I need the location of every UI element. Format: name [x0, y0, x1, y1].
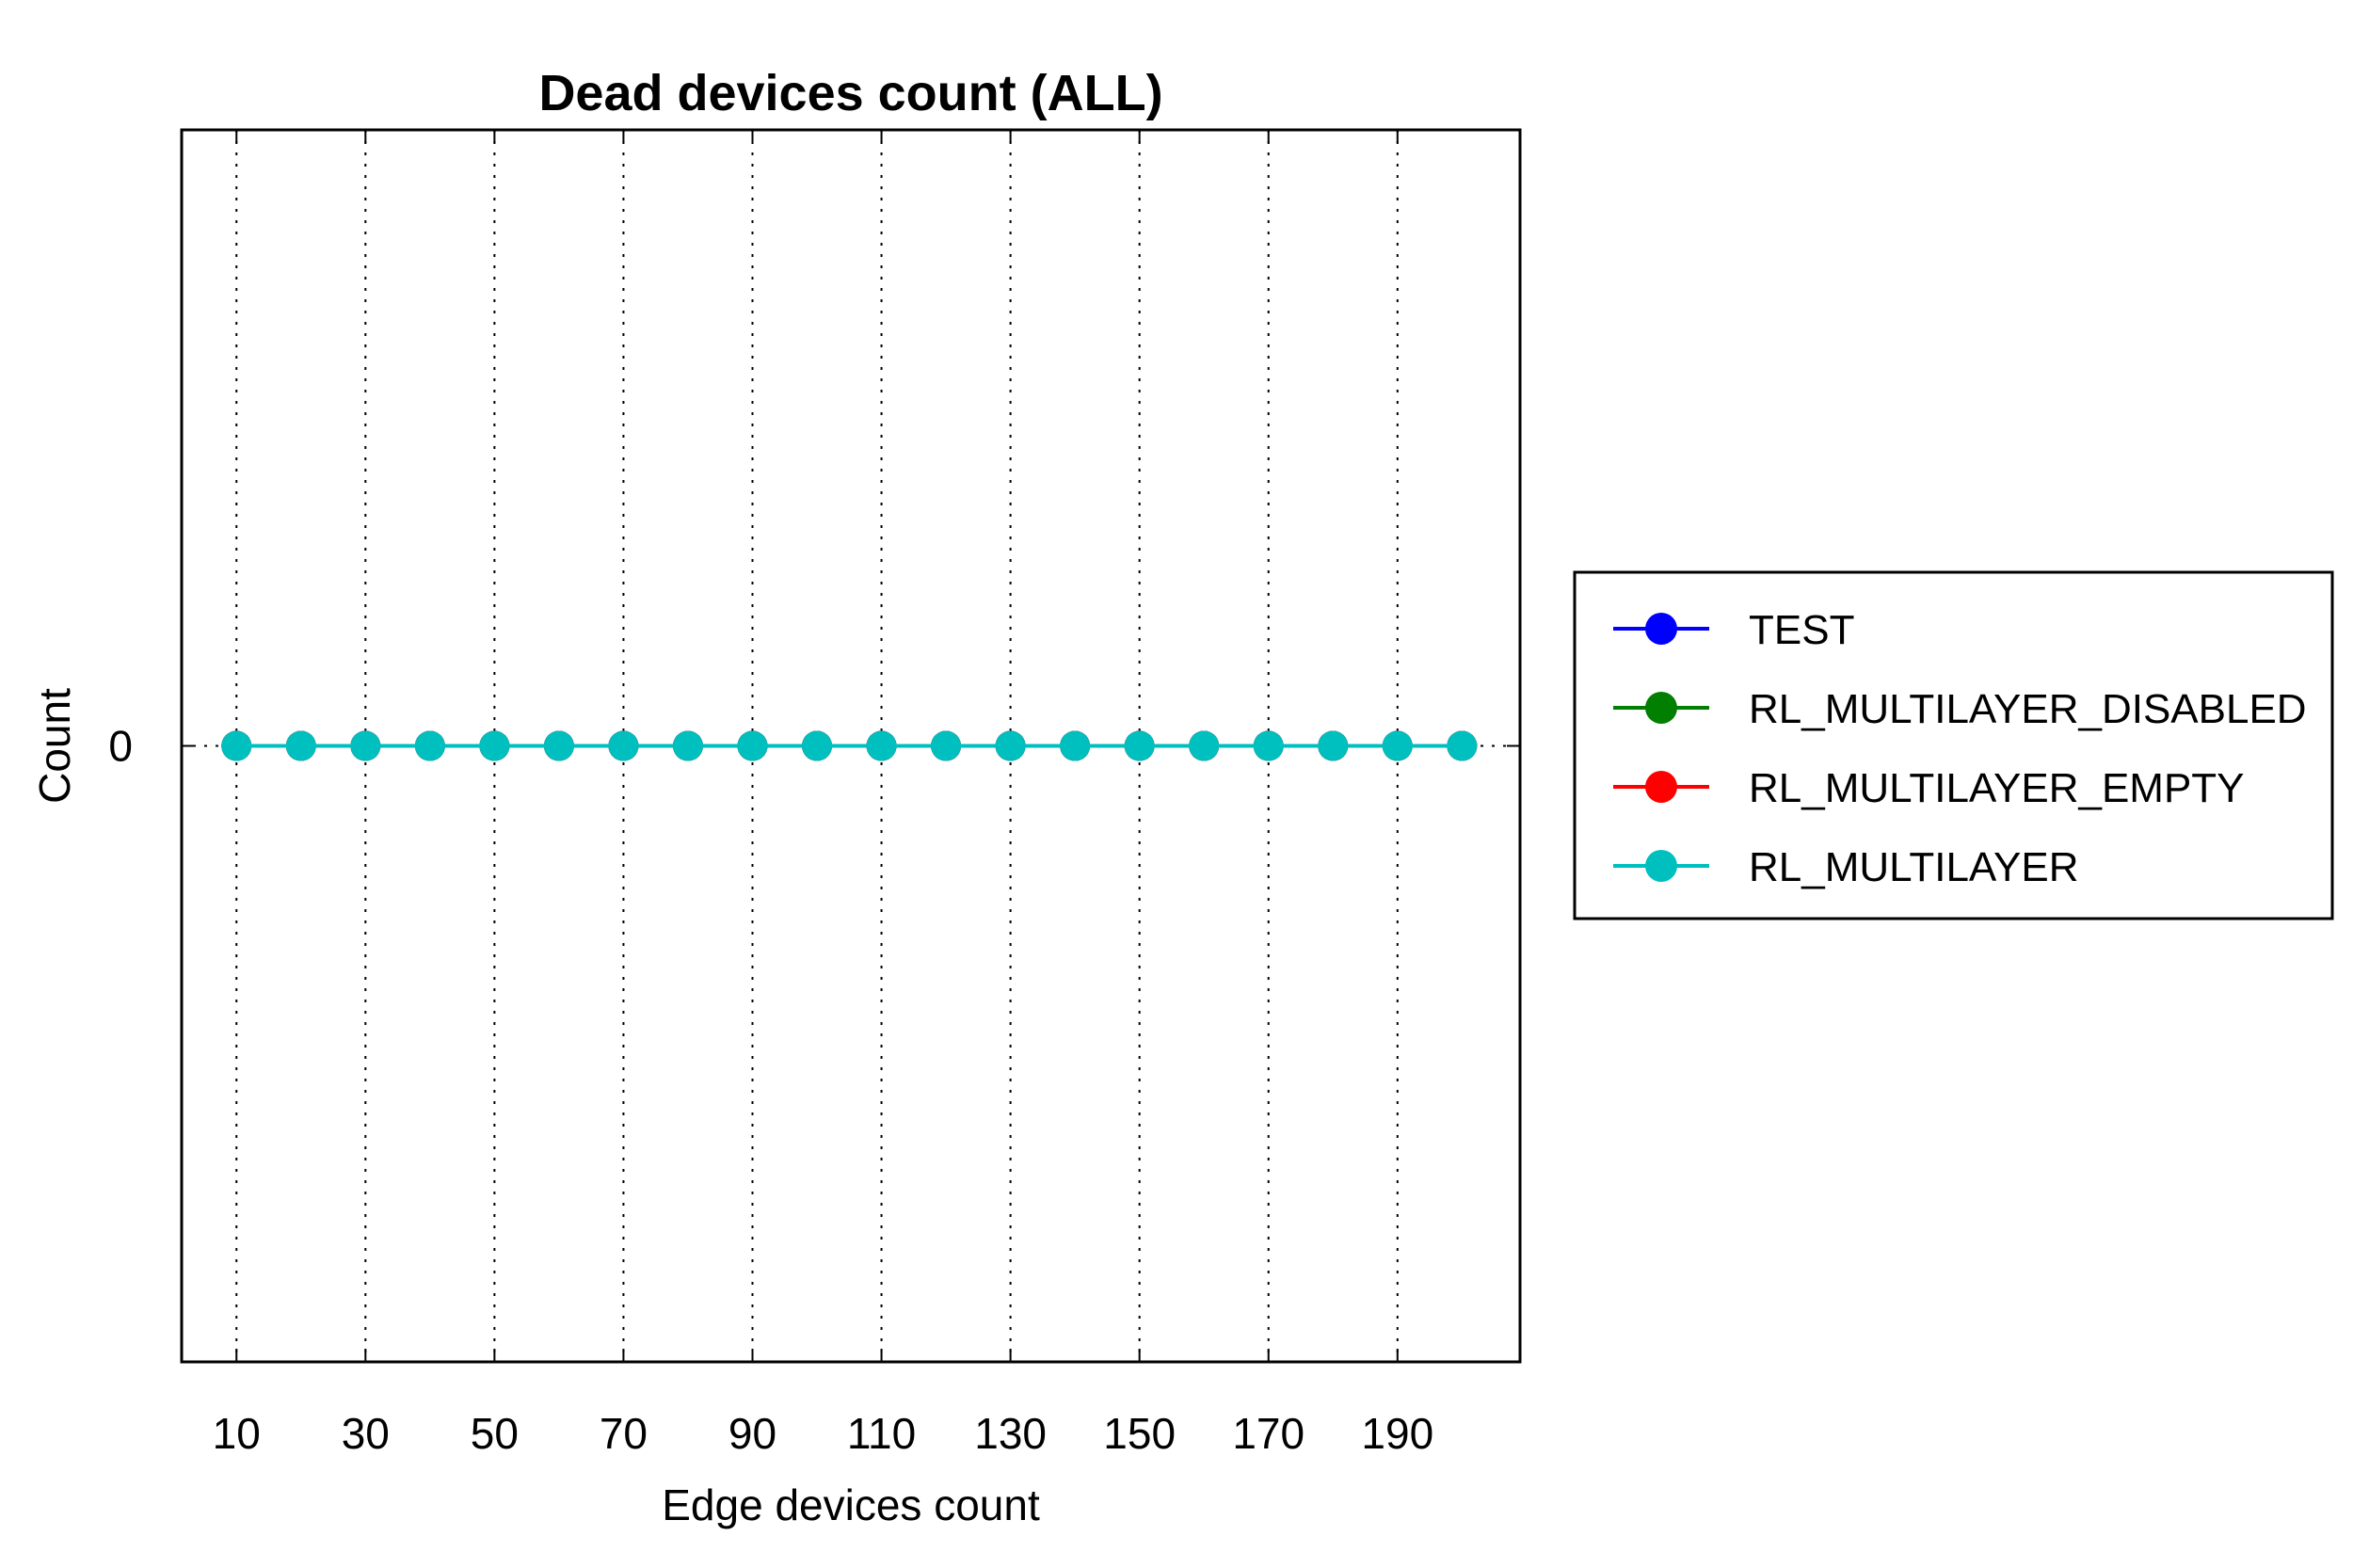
data-point — [737, 730, 768, 761]
data-point — [995, 730, 1026, 761]
data-point — [866, 730, 897, 761]
legend: TEST RL_MULTILAYER_DISABLED RL_MULTILAYER_… — [1573, 570, 2334, 920]
data-point — [672, 730, 703, 761]
data-point — [1253, 730, 1284, 761]
x-tick-label: 190 — [1361, 1409, 1433, 1458]
y-tick-label: 0 — [108, 722, 133, 771]
x-axis-label: Edge devices count — [662, 1480, 1040, 1529]
x-tick-label: 10 — [213, 1409, 261, 1458]
y-axis-label: Count — [30, 688, 79, 804]
x-tick-label: 70 — [600, 1409, 648, 1458]
data-point — [479, 730, 510, 761]
legend-item: RL_MULTILAYER_DISABLED — [1613, 686, 2307, 732]
x-tick-label: 150 — [1103, 1409, 1176, 1458]
x-tick-label: 170 — [1232, 1409, 1305, 1458]
data-point — [1382, 730, 1413, 761]
data-point — [221, 730, 252, 761]
data-point — [1447, 730, 1478, 761]
data-point — [1189, 730, 1220, 761]
data-point — [931, 730, 962, 761]
legend-marker — [1645, 692, 1677, 724]
legend-marker — [1645, 850, 1677, 882]
data-point — [1060, 730, 1091, 761]
x-tick-label: 30 — [342, 1409, 390, 1458]
x-tick-label: 50 — [471, 1409, 519, 1458]
x-tick-label: 130 — [974, 1409, 1047, 1458]
series-group — [221, 730, 1478, 761]
data-point — [414, 730, 445, 761]
legend-item: RL_MULTILAYER — [1613, 844, 2078, 890]
legend-label: RL_MULTILAYER — [1749, 844, 2078, 890]
data-point — [543, 730, 574, 761]
x-tick-label: 90 — [728, 1409, 776, 1458]
data-point — [350, 730, 381, 761]
legend-marker — [1645, 771, 1677, 803]
data-point — [608, 730, 639, 761]
series-rl-multilayer — [221, 730, 1478, 761]
data-point — [1318, 730, 1349, 761]
plot-frame — [180, 128, 1522, 1364]
axis-ticks: 10 30 50 70 90 110 130 150 170 190 0 — [108, 130, 1520, 1458]
legend-item: RL_MULTILAYER_EMPTY — [1613, 765, 2245, 811]
x-tick-label: 110 — [847, 1409, 916, 1458]
legend-label: RL_MULTILAYER_DISABLED — [1749, 686, 2307, 732]
data-point — [285, 730, 316, 761]
legend-item: TEST — [1613, 607, 1854, 653]
chart-title: Dead devices count (ALL) — [538, 65, 1162, 121]
data-point — [802, 730, 833, 761]
legend-marker — [1645, 613, 1677, 645]
data-point — [1124, 730, 1155, 761]
legend-label: RL_MULTILAYER_EMPTY — [1749, 765, 2245, 811]
legend-label: TEST — [1749, 607, 1854, 653]
